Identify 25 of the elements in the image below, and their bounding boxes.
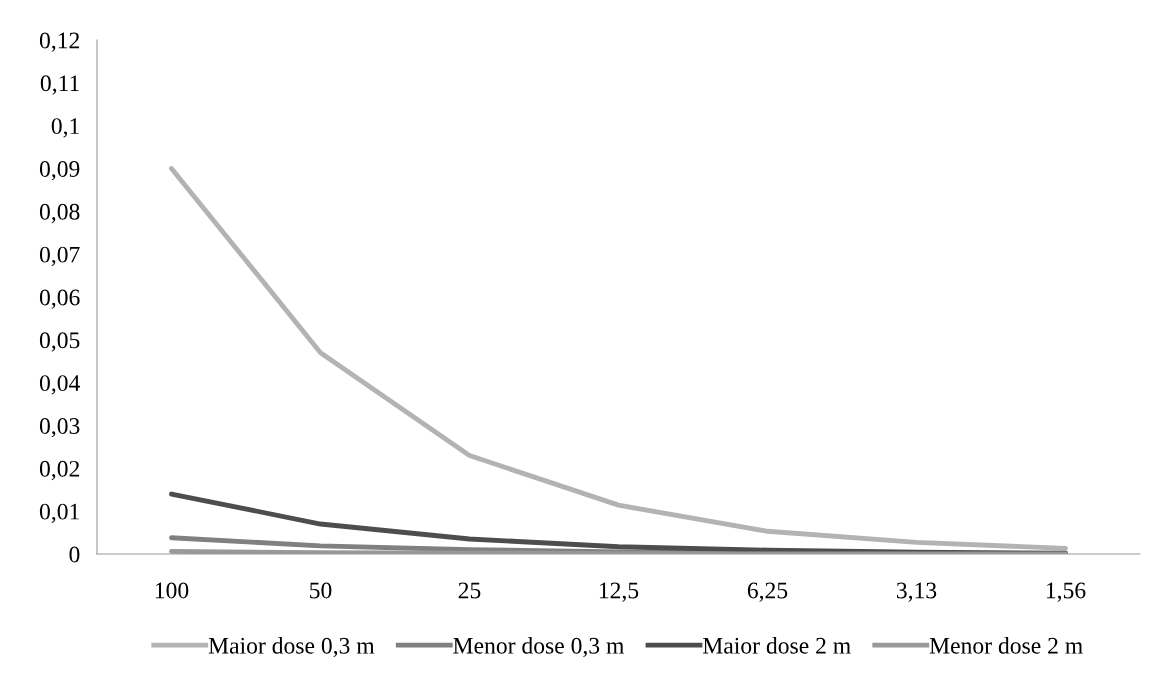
legend-label: Menor dose 2 m [929, 637, 1083, 654]
y-tick-label: 0,1 [51, 118, 79, 138]
y-tick-label: 0,03 [39, 417, 80, 438]
y-tick-label: 0,09 [39, 160, 80, 181]
y-tick-label: 0,07 [39, 246, 80, 266]
y-tick-label: 0,12 [39, 32, 80, 52]
line-series [169, 166, 1068, 551]
y-tick-label: 0,11 [40, 75, 79, 95]
y-tick-label: 0,02 [39, 460, 80, 481]
y-tick-label: 0,01 [39, 503, 79, 523]
x-tick-label: 50 [310, 582, 332, 599]
x-tick-label: 3,13 [896, 582, 937, 602]
legend-label: Maior dose 2 m [703, 637, 851, 654]
x-tick-label: 1,56 [1046, 582, 1086, 602]
y-tick-label: 0,06 [39, 289, 80, 309]
x-tick-label: 6,25 [747, 582, 788, 602]
x-tick-label: 12,5 [599, 582, 639, 602]
legend-label: Maior dose 0,3 m [208, 637, 375, 658]
x-tick-label: 100 [155, 582, 189, 599]
y-tick-label: 0,08 [39, 203, 80, 224]
legend-label: Menor dose 0,3 m [453, 637, 625, 658]
y-tick-label: 0,05 [39, 332, 80, 352]
x-tick-label: 25 [458, 582, 481, 599]
y-tick-label: 0 [69, 546, 80, 563]
y-tick-label: 0,04 [39, 375, 80, 395]
